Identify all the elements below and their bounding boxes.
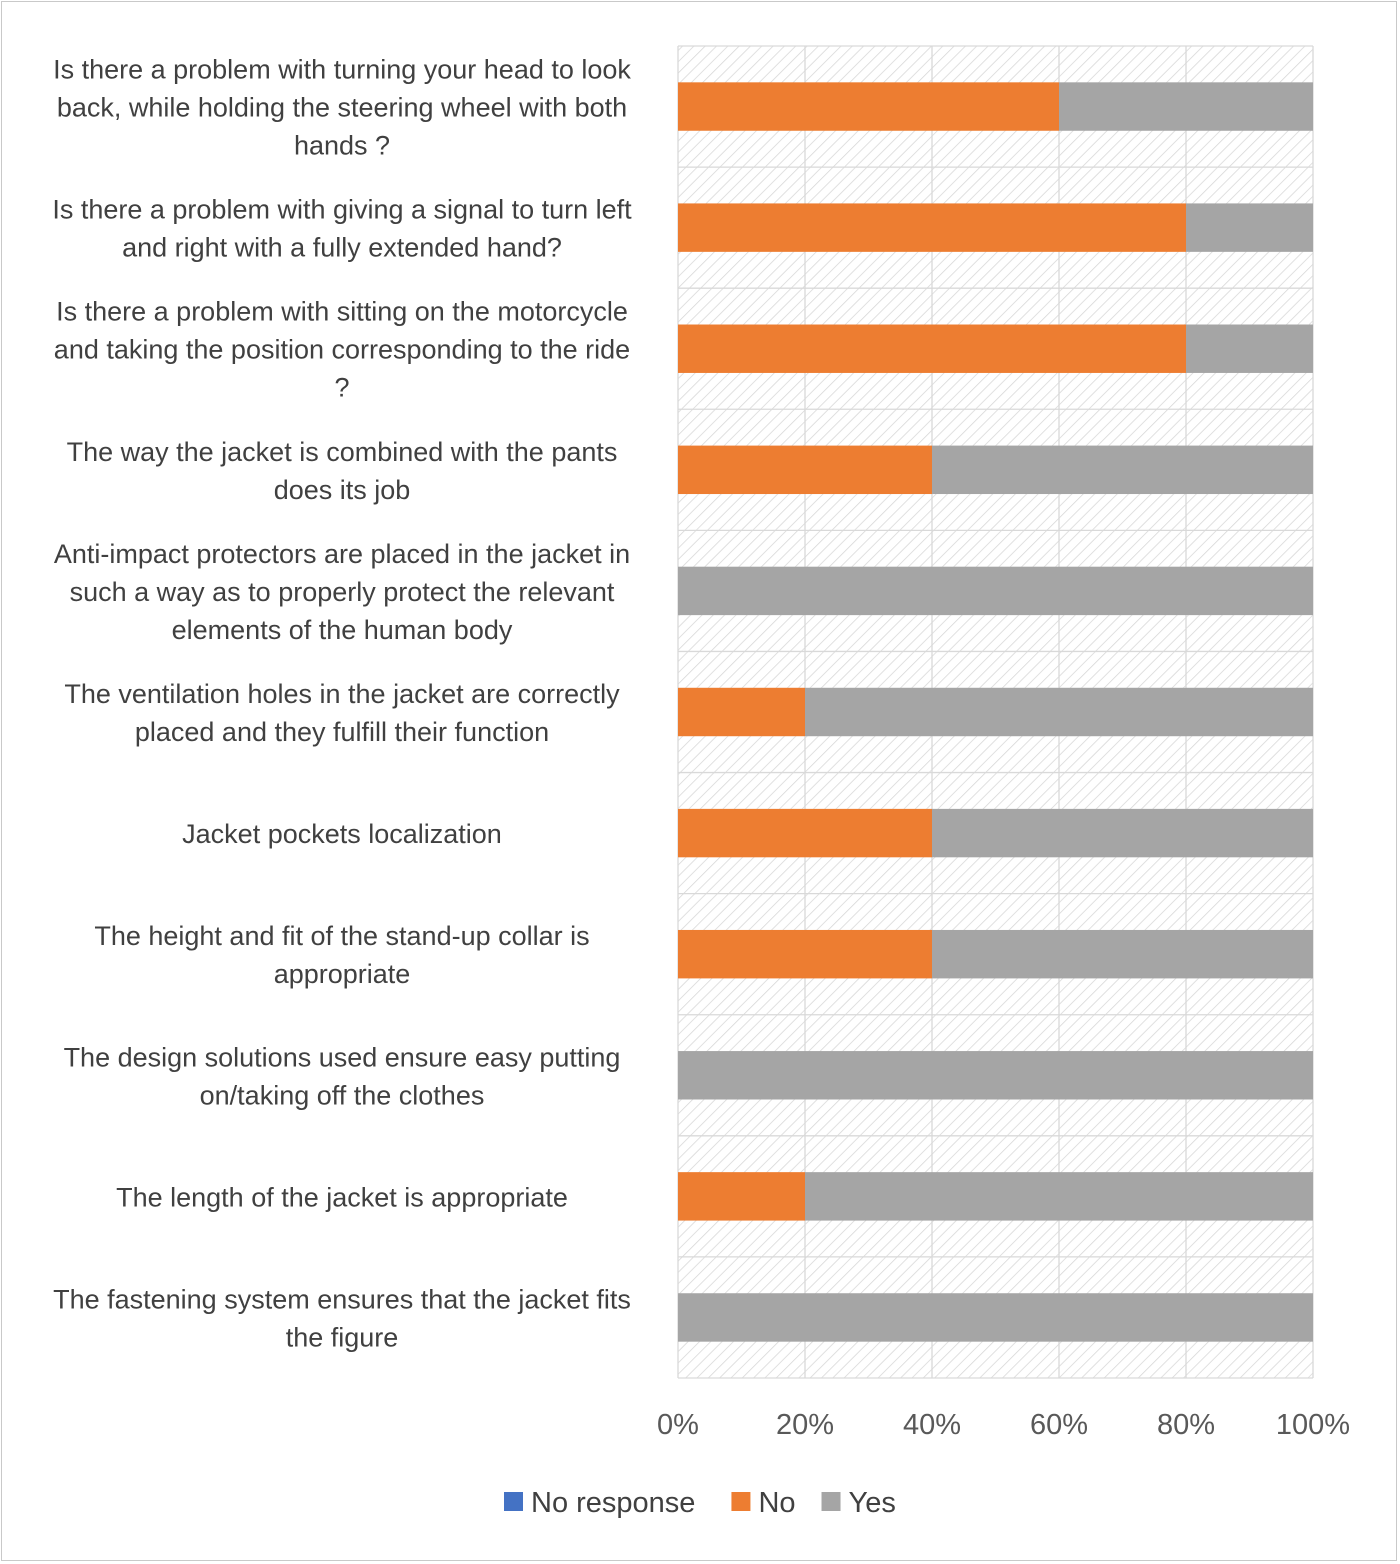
bar-yes [1059,82,1313,131]
x-tick-label: 40% [903,1409,961,1441]
category-label-line: The height and fit of the stand-up colla… [94,921,589,951]
bar-yes [932,808,1313,858]
category-label: Is there a problem with turning your hea… [53,55,631,161]
bar-yes [678,1051,1313,1100]
category-label-line: and right with a fully extended hand? [122,233,562,263]
bar-yes [932,445,1313,495]
legend-swatch [504,1492,523,1511]
category-label-line: back, while holding the steering wheel w… [57,93,627,123]
bar-yes [805,687,1313,737]
category-label: The way the jacket is combined with the … [67,437,618,505]
bar-no [678,929,932,979]
legend-label: Yes [849,1487,896,1519]
legend: No response No Yes [504,1487,896,1519]
category-label: Jacket pockets localization [182,819,502,849]
category-label-line: elements of the human body [172,615,513,645]
bar-no [678,808,932,858]
x-tick-label: 100% [1276,1409,1350,1441]
category-label-line: Is there a problem with sitting on the m… [56,297,628,327]
category-label-line: The design solutions used ensure easy pu… [64,1042,621,1072]
legend-swatch [731,1492,751,1511]
category-label-line: Anti-impact protectors are placed in the… [54,539,630,569]
x-tick-labels: 0% 20% 40% 60% 80% 100% [657,1409,1350,1441]
category-label-line: appropriate [274,959,411,989]
bar-yes [805,1172,1313,1221]
category-label-line: The fastening system ensures that the ja… [53,1284,631,1314]
bar-no [678,203,1186,252]
x-tick-label: 0% [657,1409,699,1441]
x-tick-label: 20% [776,1409,834,1441]
bar-no [678,82,1059,131]
bar-yes [932,929,1313,979]
bar-yes [1186,203,1313,252]
x-tick-label: 80% [1157,1409,1215,1441]
bar-yes [678,1293,1313,1342]
category-label-line: does its job [274,475,411,505]
bars [678,82,1313,1342]
category-label-line: hands ? [294,131,390,161]
bar-no [678,445,932,495]
category-label-line: Is there a problem with turning your hea… [53,55,631,85]
bar-yes [678,566,1313,616]
bar-no [678,324,1186,373]
category-label: The length of the jacket is appropriate [116,1182,568,1212]
legend-swatch [821,1492,841,1511]
category-label: Is there a problem with sitting on the m… [54,297,630,403]
category-label-line: Jacket pockets localization [182,819,502,849]
category-label-line: such a way as to properly protect the re… [70,577,615,607]
legend-label: No response [531,1487,695,1519]
category-label-line: Is there a problem with giving a signal … [52,195,632,225]
category-label-line: ? [334,373,349,403]
category-label-line: The ventilation holes in the jacket are … [64,679,620,709]
category-label-line: placed and they fulfill their function [135,717,549,747]
category-label: The ventilation holes in the jacket are … [64,679,620,747]
bar-yes [1186,324,1313,373]
bar-no [678,687,805,737]
category-label-line: the figure [286,1322,399,1352]
bar-no [678,1172,805,1221]
category-label-line: The length of the jacket is appropriate [116,1182,568,1212]
category-label: The design solutions used ensure easy pu… [64,1042,621,1110]
category-label: Anti-impact protectors are placed in the… [54,539,630,645]
category-labels: Is there a problem with turning your hea… [52,55,632,1353]
category-label: The fastening system ensures that the ja… [53,1284,631,1352]
category-label: The height and fit of the stand-up colla… [94,921,589,989]
category-label-line: on/taking off the clothes [200,1080,485,1110]
category-label-line: and taking the position corresponding to… [54,335,630,365]
category-label: Is there a problem with giving a signal … [52,195,632,263]
x-tick-label: 60% [1030,1409,1088,1441]
legend-label: No [758,1487,795,1519]
category-label-line: The way the jacket is combined with the … [67,437,618,467]
